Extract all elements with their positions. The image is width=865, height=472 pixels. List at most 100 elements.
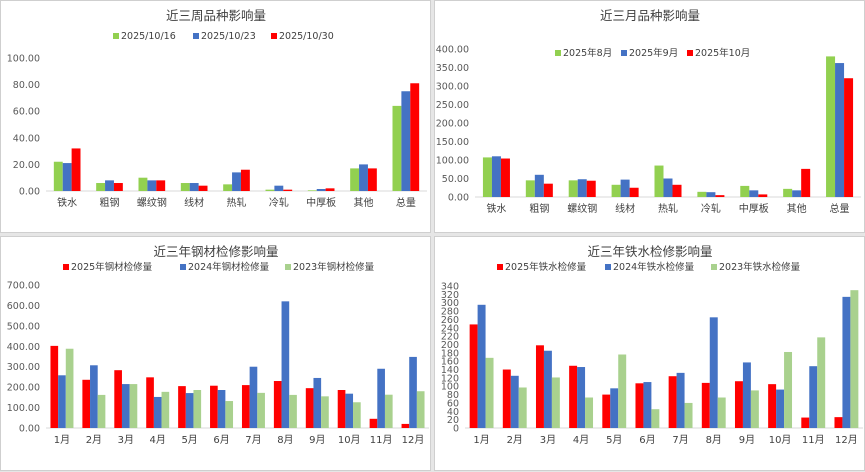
y-tick-label: 300 <box>441 298 459 309</box>
bar <box>210 385 218 428</box>
bar <box>265 189 275 191</box>
bar <box>543 350 552 428</box>
y-tick-label: 20 <box>447 415 459 426</box>
x-tick-label: 1月 <box>473 434 489 446</box>
bar <box>409 356 417 428</box>
bar <box>53 161 63 191</box>
x-tick-label: 12月 <box>835 434 858 446</box>
bar <box>502 369 511 428</box>
bar <box>783 188 793 197</box>
bar <box>321 396 329 428</box>
bar <box>568 180 578 197</box>
bar <box>709 317 718 428</box>
bar <box>518 387 527 428</box>
bar <box>684 402 693 428</box>
bar <box>717 397 726 428</box>
x-tick-label: 4月 <box>573 434 589 446</box>
chart-title: 近三年钢材检修影响量 <box>153 244 278 259</box>
bar <box>161 391 170 428</box>
chart-panel-iron-maintenance: 近三年铁水检修影响量 2025年铁水检修量 2024年铁水检修量 2023年铁水检修量… <box>434 236 865 471</box>
bar <box>305 388 314 428</box>
x-tick-label: 其他 <box>787 202 807 215</box>
bar <box>768 384 777 428</box>
bar <box>668 376 677 428</box>
y-tick-label: 300.00 <box>436 82 469 93</box>
y-tick-label: 120 <box>441 373 459 384</box>
y-tick-label: 300.00 <box>7 362 40 373</box>
bar <box>217 390 226 428</box>
bar <box>834 417 843 428</box>
bar <box>850 290 859 428</box>
legend-swatch <box>621 50 627 56</box>
bar <box>749 190 759 197</box>
x-tick-label: 6月 <box>639 434 655 446</box>
bar <box>469 324 478 428</box>
bar <box>826 56 836 198</box>
bar <box>734 381 743 428</box>
bar <box>316 189 326 191</box>
legend-label: 2025/10/16 <box>121 31 176 42</box>
bar <box>367 168 377 191</box>
legend-label: 2025年钢材检修量 <box>71 261 153 273</box>
bar <box>153 396 162 428</box>
bar <box>491 156 501 197</box>
bar <box>740 185 750 197</box>
y-tick-label: 80 <box>447 390 459 401</box>
bar <box>401 423 410 428</box>
bar <box>610 388 619 428</box>
y-tick-label: 320 <box>441 290 459 301</box>
bar <box>784 351 793 428</box>
chart-panel-weekly-variety: 近三周品种影响量 2025/10/16 2025/10/23 2025/10/30 0.… <box>0 0 431 233</box>
bar <box>643 382 652 428</box>
x-tick-label: 8月 <box>706 434 722 446</box>
x-tick-label: 螺纹钢 <box>567 202 597 215</box>
bar <box>114 370 122 428</box>
bar <box>353 402 361 428</box>
chart-title: 近三月品种影响量 <box>600 8 700 23</box>
x-tick-label: 冷轧 <box>269 196 289 209</box>
chart-svg: 近三周品种影响量 2025/10/16 2025/10/23 2025/10/30 0.… <box>7 8 427 209</box>
bar <box>313 377 322 428</box>
bar <box>534 174 544 197</box>
bar <box>337 390 346 428</box>
bar <box>801 168 811 197</box>
bar <box>742 362 751 428</box>
y-tick-label: 400.00 <box>436 45 469 56</box>
y-tick-label: 0 <box>453 424 459 435</box>
y-tick-label: 60 <box>447 398 459 409</box>
bar <box>178 386 186 428</box>
x-tick-label: 热轧 <box>658 202 678 215</box>
bar <box>369 418 378 428</box>
bar <box>401 91 411 191</box>
y-tick-label: 150.00 <box>436 137 469 148</box>
bar <box>801 417 810 428</box>
x-tick-label: 2月 <box>86 434 102 446</box>
bar <box>345 393 354 428</box>
legend-swatch <box>687 50 693 56</box>
bar <box>185 393 194 428</box>
legend-label: 2025年8月 <box>563 47 612 59</box>
bar <box>146 377 154 428</box>
y-tick-label: 250.00 <box>436 100 469 111</box>
bar <box>416 391 425 428</box>
legend-label: 2024年钢材检修量 <box>188 261 270 273</box>
x-tick-label: 粗钢 <box>100 196 120 209</box>
y-tick-label: 160 <box>441 357 459 368</box>
x-tick-label: 3月 <box>118 434 134 446</box>
chart-svg: 近三月品种影响量 2025年8月 2025年9月 2025年10月 0.00 50.00 1… <box>436 8 861 215</box>
bar <box>618 354 627 428</box>
legend-swatch <box>285 264 291 270</box>
legend-label: 2025/10/23 <box>201 31 256 42</box>
bar <box>325 188 335 191</box>
x-tick-label: 3月 <box>540 434 556 446</box>
bar <box>715 195 725 197</box>
x-tick-label: 2月 <box>507 434 523 446</box>
y-tick-label: 0.00 <box>448 193 469 204</box>
bar <box>289 394 297 428</box>
x-tick-label: 6月 <box>213 434 229 446</box>
bar <box>844 78 854 197</box>
bar <box>585 397 594 428</box>
bar <box>156 180 166 191</box>
x-tick-label: 中厚板 <box>739 202 769 215</box>
x-tick-label: 热轧 <box>227 196 247 209</box>
